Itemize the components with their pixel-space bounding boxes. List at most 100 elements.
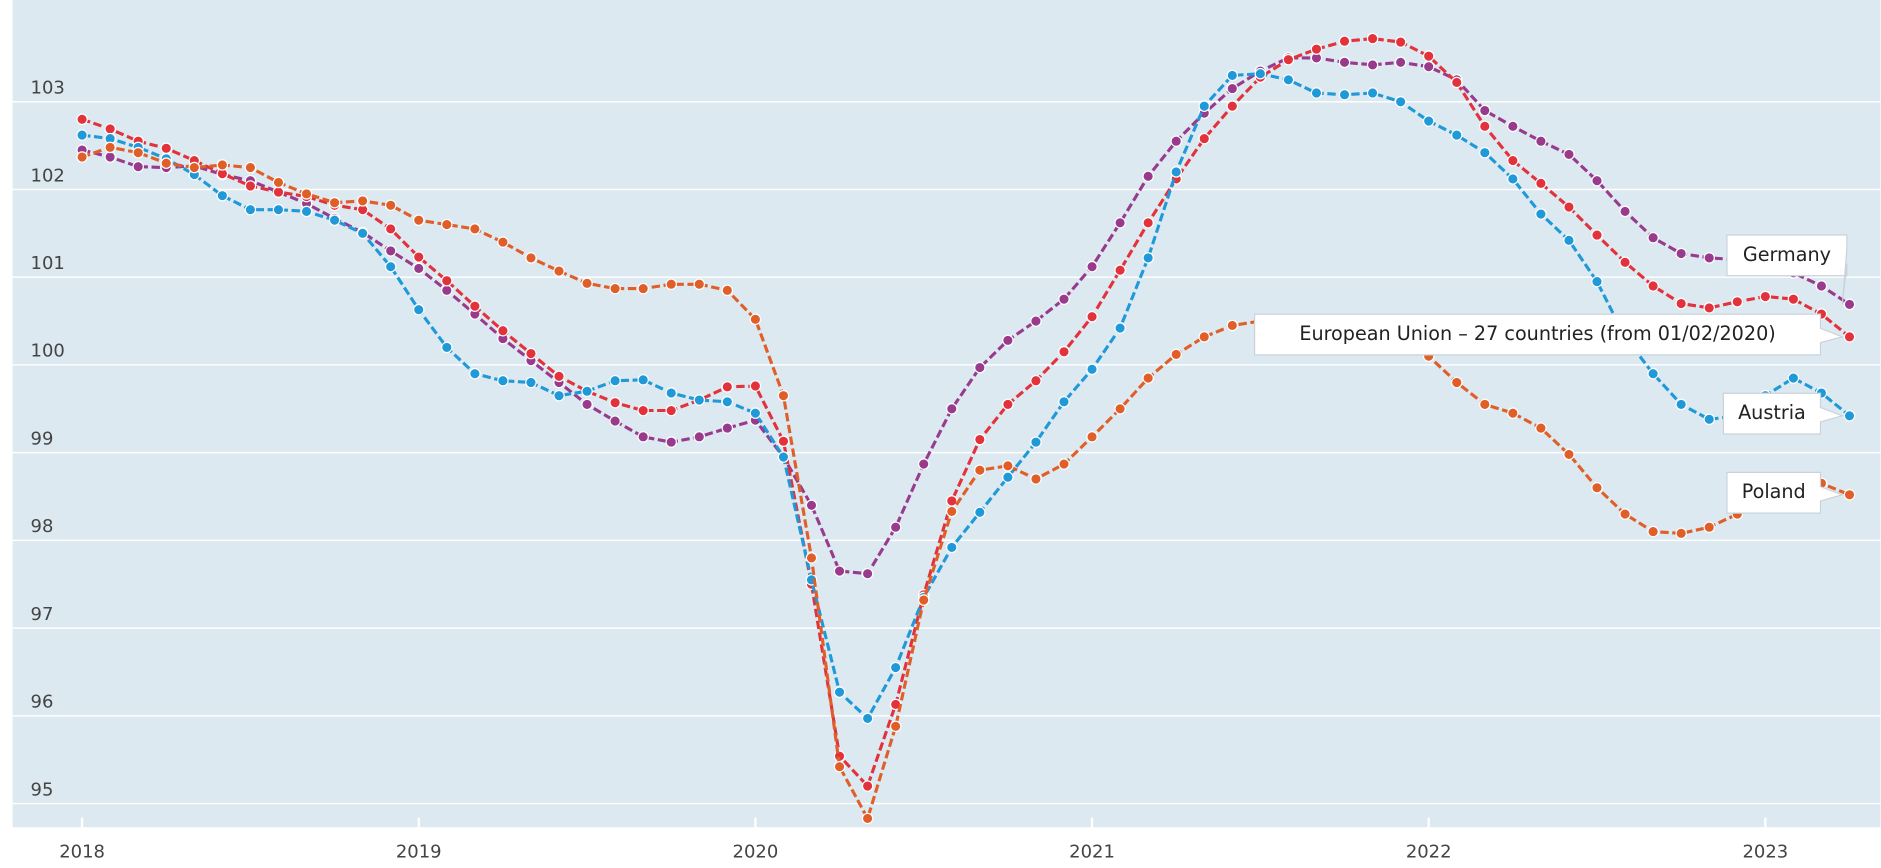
point — [721, 396, 734, 408]
point — [553, 265, 565, 277]
point — [1507, 120, 1519, 133]
point — [861, 812, 874, 825]
point — [1114, 403, 1126, 415]
point — [1170, 348, 1182, 361]
point — [497, 374, 509, 387]
point — [833, 565, 846, 577]
point — [609, 282, 621, 295]
point — [272, 186, 285, 198]
point — [1731, 296, 1744, 308]
point — [1226, 319, 1239, 332]
point — [1030, 374, 1042, 387]
point — [974, 361, 986, 374]
grid: 95 96 97 98 99 100 101 102 103 2018 2019 2020 2021 20… — [12, 78, 1881, 862]
point — [1114, 264, 1126, 276]
point — [974, 506, 986, 519]
point — [497, 324, 509, 337]
point — [1142, 252, 1154, 264]
point — [581, 385, 593, 398]
point — [1282, 53, 1295, 66]
point — [469, 300, 481, 312]
point — [1422, 115, 1435, 127]
point — [1591, 229, 1603, 241]
y-tick-label: 97 — [31, 604, 54, 625]
point — [833, 760, 846, 773]
point — [833, 686, 846, 698]
point — [1675, 398, 1687, 411]
point — [525, 376, 537, 389]
point — [1422, 50, 1435, 62]
point — [974, 464, 986, 476]
point — [1394, 36, 1407, 48]
point — [1058, 346, 1070, 358]
callout-box — [1722, 392, 1845, 435]
series-label: Germany — [1743, 243, 1831, 266]
point — [637, 431, 649, 443]
point — [1479, 120, 1491, 133]
series-line — [81, 37, 1851, 788]
point — [917, 458, 930, 470]
point — [1787, 372, 1800, 384]
point — [384, 223, 397, 235]
point — [1002, 471, 1014, 483]
point — [1086, 310, 1098, 323]
point — [1086, 260, 1098, 273]
point — [300, 188, 313, 200]
point — [917, 594, 930, 606]
series-line — [81, 72, 1851, 721]
series-label: European Union – 27 countries (from 01/0… — [1299, 322, 1775, 345]
point — [889, 521, 902, 533]
point — [777, 389, 790, 402]
point — [272, 176, 285, 189]
point — [1366, 87, 1379, 99]
point — [665, 436, 677, 448]
y-tick-label: 100 — [31, 341, 65, 362]
point — [553, 389, 565, 402]
y-tick-label: 102 — [31, 165, 65, 186]
point — [637, 404, 649, 417]
x-tick-label: 2022 — [1406, 841, 1452, 862]
point — [1366, 59, 1379, 71]
point — [1703, 302, 1715, 314]
point — [1535, 208, 1547, 220]
point — [1703, 252, 1715, 264]
point — [946, 403, 958, 415]
point — [1703, 521, 1715, 533]
point — [1507, 407, 1519, 419]
point — [525, 252, 537, 264]
point — [1675, 297, 1687, 310]
callout-box — [1726, 471, 1845, 514]
point — [1619, 508, 1631, 520]
y-tick-label: 98 — [31, 516, 54, 537]
point — [1142, 217, 1154, 229]
point — [1002, 460, 1014, 472]
point — [946, 495, 958, 507]
point — [412, 251, 425, 263]
point — [1619, 205, 1631, 218]
callout-box — [1254, 313, 1845, 356]
point — [1843, 298, 1856, 311]
point — [693, 278, 706, 290]
point — [805, 552, 818, 564]
point — [1787, 293, 1800, 305]
point — [1086, 431, 1098, 443]
point — [1647, 280, 1659, 292]
point — [1563, 201, 1575, 213]
point — [1226, 69, 1239, 82]
point — [1226, 100, 1239, 112]
point — [76, 129, 88, 141]
point — [1450, 76, 1463, 89]
point — [1282, 74, 1295, 86]
point — [1535, 177, 1547, 190]
point — [1591, 481, 1603, 494]
point — [216, 159, 229, 171]
point — [1394, 56, 1407, 69]
point — [1563, 148, 1575, 161]
point — [1198, 100, 1211, 112]
point — [1030, 473, 1042, 485]
point — [1507, 154, 1519, 167]
point — [1170, 135, 1182, 147]
point — [1703, 413, 1715, 426]
point — [160, 157, 173, 169]
point — [1675, 247, 1687, 260]
